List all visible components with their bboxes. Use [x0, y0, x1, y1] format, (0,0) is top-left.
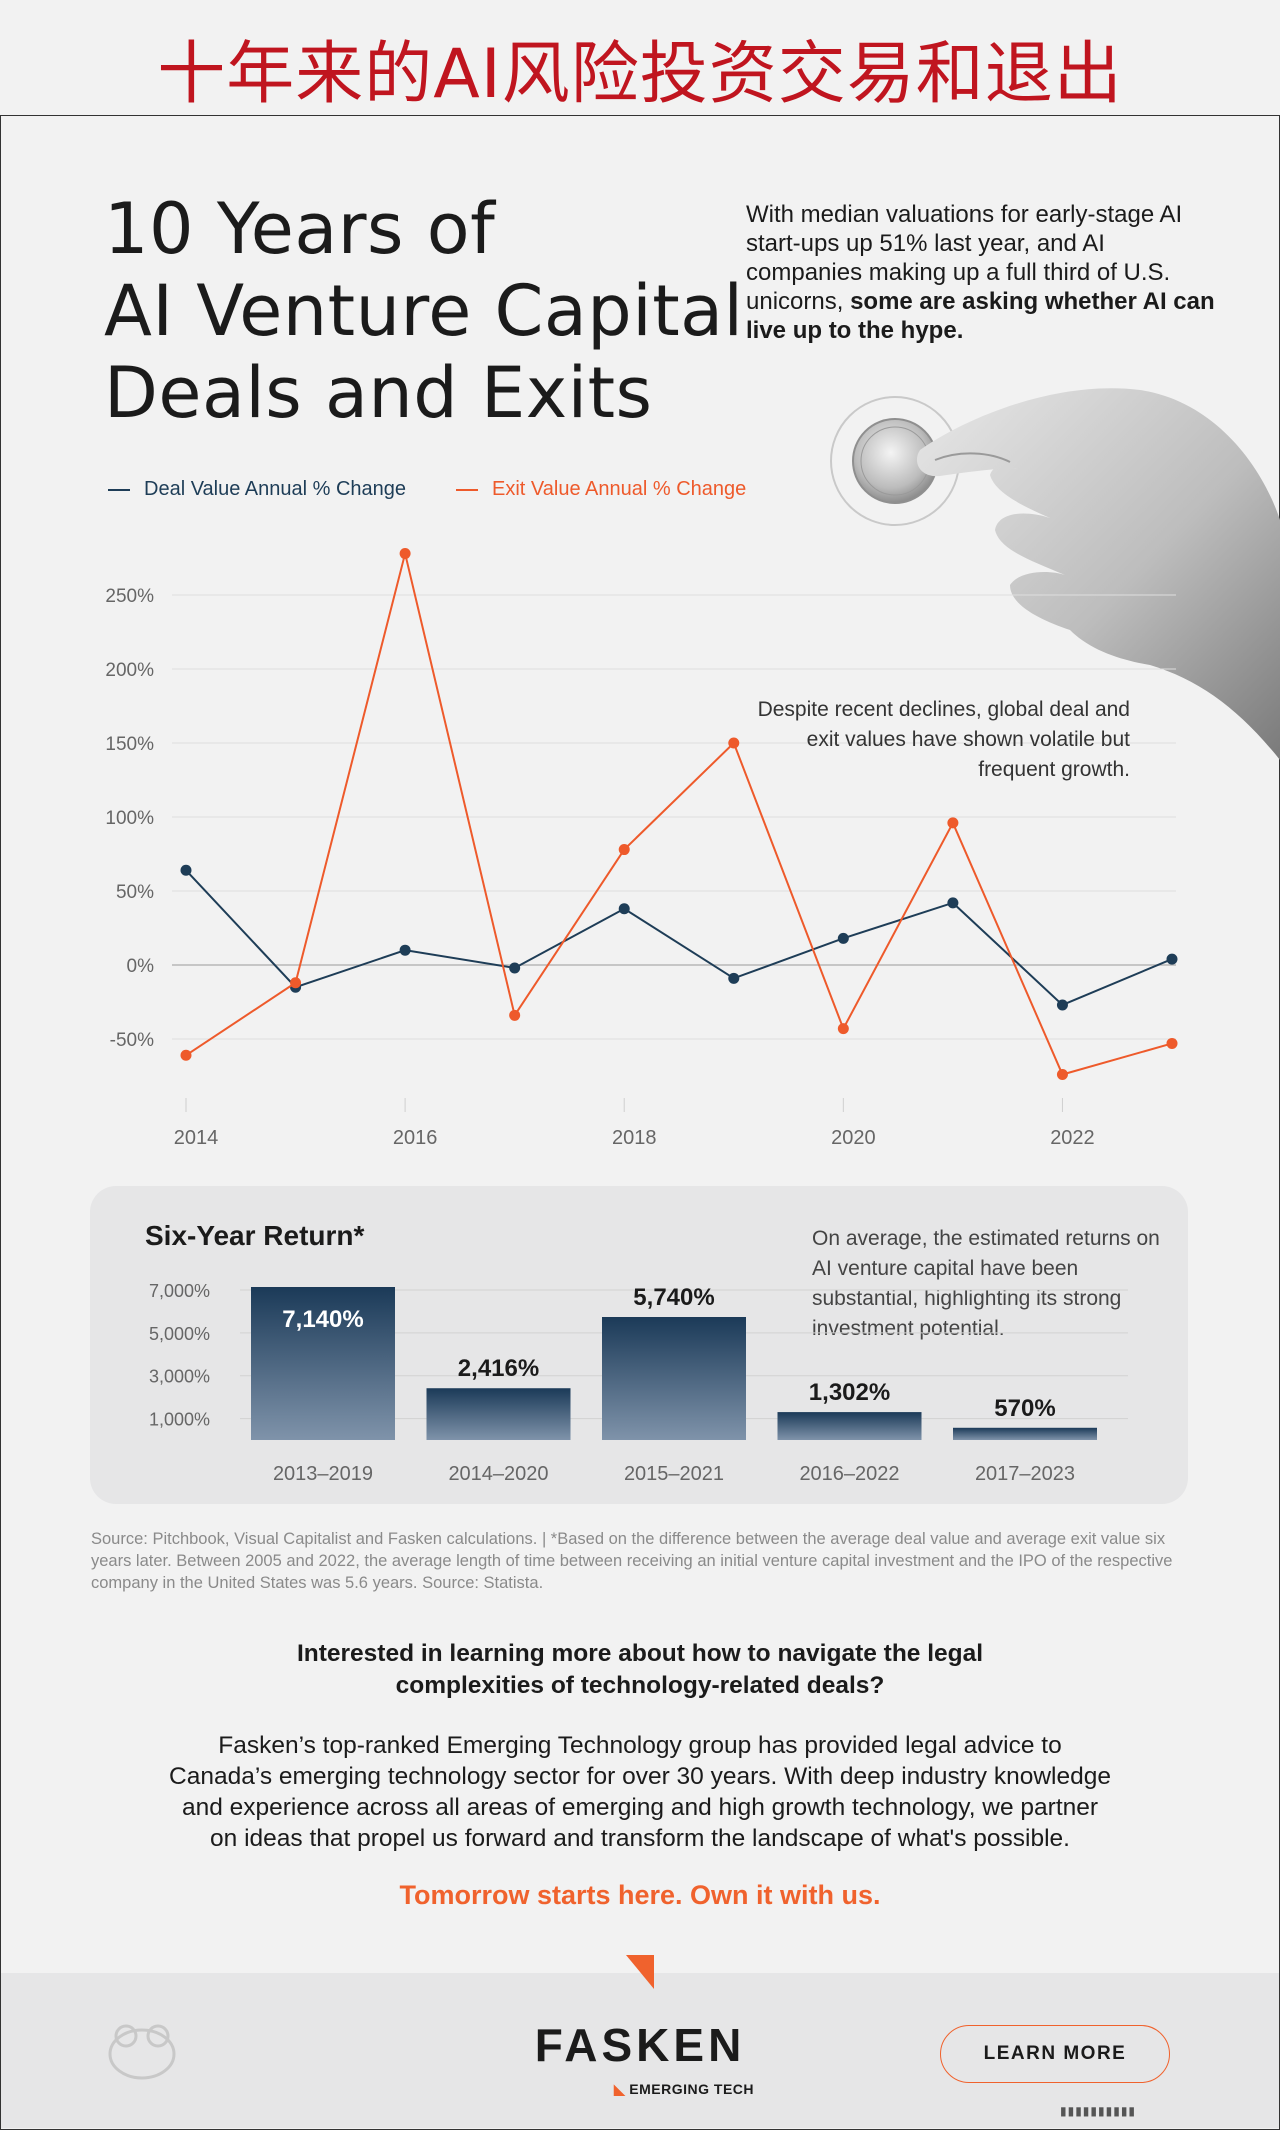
series-point-deal	[837, 932, 849, 944]
learn-more-button[interactable]: LEARN MORE	[940, 2025, 1170, 2083]
series-point-deal	[1166, 953, 1178, 965]
fasken-mark-icon	[626, 1955, 654, 1989]
line-y-tick-label: 0%	[127, 956, 155, 977]
line-x-tick-label: 2020	[831, 1127, 876, 1149]
bar	[777, 1412, 922, 1440]
legend-exit-label: Exit Value Annual % Change	[492, 478, 747, 500]
bar	[602, 1317, 746, 1440]
bar	[953, 1427, 1097, 1440]
line-y-tick-label: -50%	[110, 1030, 154, 1051]
bar-value-label: 570%	[994, 1395, 1055, 1422]
series-point-exit	[399, 548, 411, 560]
line-y-tick-label: 50%	[116, 882, 154, 903]
series-point-exit	[618, 844, 630, 856]
intro-regular: With median valuations for early-stage A…	[746, 201, 1183, 315]
bar-chart-title: Six-Year Return*	[145, 1220, 365, 1251]
line-x-tick-label: 2016	[393, 1127, 438, 1149]
chart-annotation: Despite recent declines, global deal and…	[757, 698, 1130, 781]
bar-category-label: 2015–2021	[624, 1463, 724, 1485]
line-x-tick-label: 2022	[1050, 1127, 1095, 1149]
series-point-exit	[290, 977, 302, 989]
footer	[1, 1973, 1279, 2128]
bar-value-label: 5,740%	[633, 1284, 714, 1311]
line-y-tick-label: 150%	[105, 734, 154, 755]
page-title: 10 Years of AI Venture Capital Deals and…	[104, 188, 743, 434]
line-y-tick-label: 250%	[105, 586, 154, 607]
line-y-tick-label: 200%	[105, 660, 154, 681]
bar	[426, 1388, 571, 1440]
series-line-exit	[185, 553, 1173, 1076]
bar-chart-note: On average, the estimated returns on AI …	[812, 1227, 1160, 1340]
legend-exit: Exit Value Annual % Change	[456, 478, 746, 501]
cta-heading-line-2: complexities of technology-related deals…	[395, 1672, 885, 1699]
watermark-dots: ▮▮▮▮▮▮▮▮▮▮	[1060, 2104, 1137, 2118]
cta-body-line-3: and experience across all areas of emerg…	[181, 1794, 1099, 1821]
series-point-exit	[837, 1023, 849, 1035]
legend-deal: Deal Value Annual % Change	[108, 478, 406, 501]
bar-category-label: 2014–2020	[448, 1463, 548, 1485]
banner-title: 十年来的AI风险投资交易和退出	[157, 35, 1123, 114]
bar-y-tick-label: 7,000%	[149, 1281, 210, 1301]
bar-value-label: 2,416%	[458, 1355, 539, 1382]
tagline: Tomorrow starts here. Own it with us.	[399, 1880, 881, 1910]
bar-category-label: 2016–2022	[799, 1463, 899, 1485]
brand-logo: FASKEN	[534, 2019, 746, 2071]
series-line-deal	[185, 869, 1173, 1007]
title-line-1: 10 Years of	[104, 188, 496, 270]
series-point-deal	[728, 972, 740, 984]
source-note: Source: Pitchbook, Visual Capitalist and…	[91, 1530, 1173, 1592]
cta-body-line-4: on ideas that propel us forward and tran…	[210, 1825, 1070, 1852]
bar-chart: 7,000% 5,000% 3,000% 1,000% 7,140% 2013–2019…	[149, 1281, 1128, 1485]
series-point-deal	[399, 944, 411, 956]
series-point-deal	[180, 864, 192, 876]
series-point-exit	[728, 737, 740, 749]
legend-deal-label: Deal Value Annual % Change	[144, 478, 407, 500]
bar-y-tick-label: 1,000%	[149, 1410, 210, 1430]
bar-category-label: 2013–2019	[273, 1463, 373, 1485]
bar-value-label: 1,302%	[809, 1379, 890, 1406]
bar-value-label: 7,140%	[282, 1306, 363, 1333]
cta-body: Fasken’s top-ranked Emerging Technology …	[0, 1730, 1280, 1854]
series-point-exit	[1056, 1069, 1068, 1081]
series-point-exit	[509, 1009, 521, 1021]
line-chart: 250% 200% 150% 100% 50% 0% -50% 2014 2016 2018 202…	[105, 548, 1178, 1149]
cta-heading-line-1: Interested in learning more about how to…	[296, 1640, 984, 1667]
series-point-exit	[180, 1049, 192, 1061]
title-line-2: AI Venture Capital	[104, 270, 744, 352]
cta-heading: Interested in learning more about how to…	[0, 1638, 1280, 1702]
series-point-deal	[509, 962, 521, 974]
title-line-3: Deals and Exits	[104, 352, 653, 434]
intro-bold: some are asking whether AI can live up t…	[746, 288, 1215, 344]
legend-exit-swatch	[456, 488, 478, 491]
brand-subtitle: ◣ EMERGING TECH	[614, 2081, 754, 2098]
series-point-deal	[947, 897, 959, 909]
series-point-exit	[1166, 1037, 1178, 1049]
top-banner: 十年来的AI风险投资交易和退出	[0, 0, 1280, 115]
line-x-tick-label: 2014	[174, 1127, 219, 1149]
legend-deal-swatch	[108, 488, 130, 491]
bar-y-tick-label: 3,000%	[149, 1367, 210, 1387]
series-point-exit	[947, 817, 959, 829]
bar	[251, 1287, 395, 1440]
cta-body-line-1: Fasken’s top-ranked Emerging Technology …	[218, 1732, 1062, 1759]
brand-subtitle-text: EMERGING TECH	[629, 2081, 755, 2097]
bar-y-tick-label: 5,000%	[149, 1324, 210, 1344]
brand-sub-tick-icon: ◣	[614, 2081, 626, 2097]
series-point-deal	[618, 903, 630, 915]
line-x-tick-label: 2018	[612, 1127, 657, 1149]
cta-body-line-2: Canada’s emerging technology sector for …	[169, 1763, 1111, 1790]
hand-icon	[830, 388, 1280, 760]
intro-text: With median valuations for early-stage A…	[746, 200, 1216, 345]
watermark-icon	[108, 2024, 176, 2080]
line-y-tick-label: 100%	[105, 808, 154, 829]
series-point-deal	[1056, 999, 1068, 1011]
bar-category-label: 2017–2023	[975, 1463, 1075, 1485]
